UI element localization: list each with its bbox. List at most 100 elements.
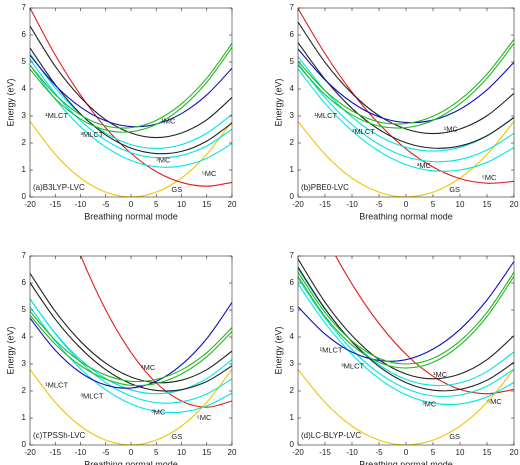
y-tick-label: 7 xyxy=(290,251,295,260)
panel-label: (d)LC-BLYP-LVC xyxy=(301,431,361,440)
curve xyxy=(298,258,514,380)
state-label: ¹MC xyxy=(433,370,448,379)
y-tick-label: 7 xyxy=(22,3,27,12)
state-label: ³MLCT xyxy=(81,130,104,139)
y-tick-label: 4 xyxy=(22,84,27,93)
curve xyxy=(30,302,232,389)
state-label: ¹MC xyxy=(161,116,176,125)
state-label: GS xyxy=(171,185,182,194)
curve xyxy=(30,369,232,445)
x-tick-label: 10 xyxy=(456,448,465,457)
y-axis-label: Energy (eV) xyxy=(5,78,15,126)
y-tick-label: 3 xyxy=(22,359,27,368)
x-tick-label: 10 xyxy=(177,448,186,457)
x-tick-label: -5 xyxy=(375,200,383,209)
panel: -20 -15 -10 -5 0 5 10 15 20 0 1 2 3 4 5 6 7 Breathing nor… xyxy=(5,3,237,221)
x-axis-label: Breathing normal mode xyxy=(84,459,178,465)
state-label: ⁵MC xyxy=(482,173,497,182)
state-label: ¹MLCT xyxy=(45,111,68,120)
curve xyxy=(30,43,232,129)
x-tick-label: 5 xyxy=(154,448,159,457)
curve xyxy=(298,121,514,197)
plot-lines xyxy=(30,256,232,445)
y-tick-label: 1 xyxy=(22,413,27,422)
curve xyxy=(298,261,514,362)
curve xyxy=(298,43,514,129)
x-tick-label: -15 xyxy=(319,448,331,457)
x-tick-label: -10 xyxy=(346,200,358,209)
curve xyxy=(298,48,514,124)
x-tick-label: 5 xyxy=(431,448,436,457)
state-label: ³MLCT xyxy=(352,127,375,136)
y-axis-label: Energy (eV) xyxy=(273,326,283,374)
x-axis-label: Breathing normal mode xyxy=(359,211,453,221)
panel-label: (a)B3LYP-LVC xyxy=(33,183,85,192)
state-label: GS xyxy=(449,185,460,194)
plot-lines xyxy=(298,8,514,197)
x-tick-label: -15 xyxy=(49,200,61,209)
y-tick-label: 7 xyxy=(290,3,295,12)
curve xyxy=(30,306,232,414)
x-axis-label: Breathing normal mode xyxy=(359,459,453,465)
x-tick-label: 10 xyxy=(177,200,186,209)
y-tick-label: 4 xyxy=(290,332,295,341)
y-tick-label: 6 xyxy=(290,278,295,287)
state-label: ¹MLCT xyxy=(320,345,343,354)
y-tick-label: 0 xyxy=(22,192,27,201)
y-tick-label: 2 xyxy=(22,386,27,395)
panel: -20 -15 -10 -5 0 5 10 15 20 0 1 2 3 4 5 6 7 Breathing nor… xyxy=(273,251,519,465)
y-tick-label: 6 xyxy=(22,30,27,39)
plot-lines xyxy=(298,256,514,445)
y-tick-label: 1 xyxy=(290,413,295,422)
panel-label: (c)TPSSh-LVC xyxy=(33,431,86,440)
curve xyxy=(298,369,514,445)
x-tick-label: -20 xyxy=(292,200,304,209)
curve xyxy=(30,121,232,197)
x-tick-label: 20 xyxy=(510,448,519,457)
y-tick-label: 5 xyxy=(22,57,27,66)
y-tick-label: 2 xyxy=(290,386,295,395)
curve xyxy=(30,310,232,383)
curve xyxy=(298,63,514,163)
x-tick-label: -20 xyxy=(292,448,304,457)
y-tick-label: 2 xyxy=(22,138,27,147)
state-label: ³MC xyxy=(417,161,432,170)
y-tick-label: 6 xyxy=(22,278,27,287)
y-tick-label: 5 xyxy=(290,57,295,66)
x-tick-label: -5 xyxy=(102,200,110,209)
x-tick-label: 15 xyxy=(483,200,492,209)
curve xyxy=(30,53,232,149)
x-tick-label: 5 xyxy=(154,200,159,209)
x-tick-label: -5 xyxy=(375,448,383,457)
curve xyxy=(298,271,514,365)
state-label: ³MLCT xyxy=(341,362,364,371)
state-label: ¹MC xyxy=(141,363,156,372)
y-tick-label: 3 xyxy=(22,111,27,120)
plot-area xyxy=(298,8,514,197)
state-label: ⁵MC xyxy=(197,413,212,422)
state-label: ³MLCT xyxy=(81,391,104,400)
x-tick-label: 0 xyxy=(404,200,409,209)
x-tick-label: -15 xyxy=(319,200,331,209)
x-tick-label: -15 xyxy=(49,448,61,457)
curve xyxy=(298,8,514,184)
state-label: GS xyxy=(449,432,460,441)
y-tick-label: 4 xyxy=(290,84,295,93)
curve xyxy=(298,278,514,398)
y-tick-label: 5 xyxy=(290,305,295,314)
state-label: ⁵MC xyxy=(202,169,217,178)
curve xyxy=(298,283,514,406)
x-tick-label: -10 xyxy=(75,200,87,209)
curve xyxy=(30,25,232,139)
state-label: ³MC xyxy=(156,156,171,165)
y-axis-label: Energy (eV) xyxy=(273,78,283,126)
y-tick-label: 1 xyxy=(290,165,295,174)
plot-lines xyxy=(30,8,232,197)
x-axis-label: Breathing normal mode xyxy=(84,211,178,221)
x-tick-label: 20 xyxy=(510,200,519,209)
x-tick-label: -20 xyxy=(24,448,36,457)
curve xyxy=(298,68,514,172)
curve xyxy=(30,64,232,168)
